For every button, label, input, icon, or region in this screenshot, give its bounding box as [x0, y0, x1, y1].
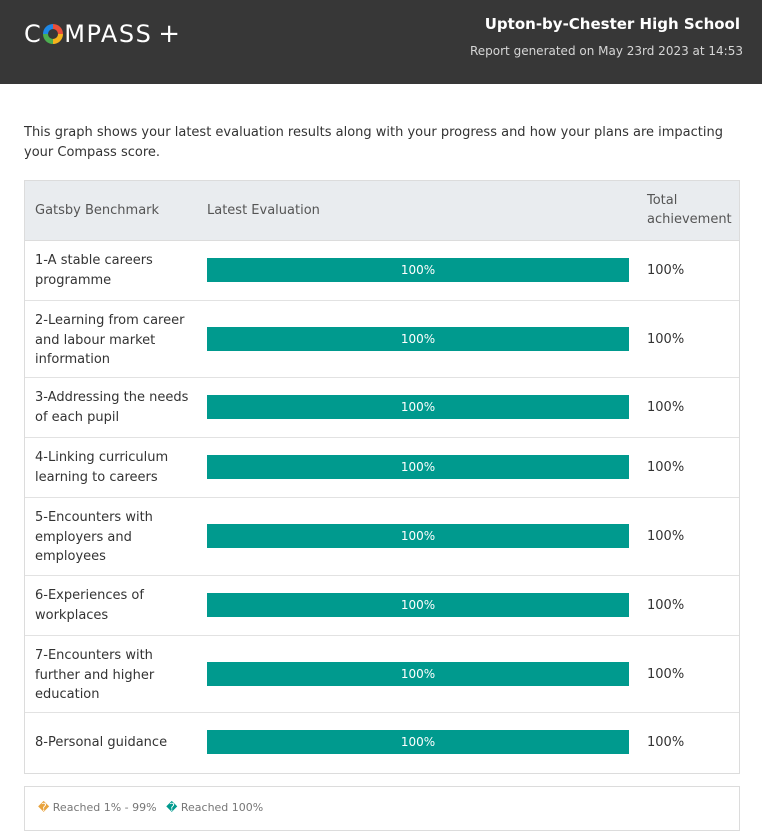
- intro-text: This graph shows your latest evaluation …: [24, 125, 723, 160]
- bar-value-label: 100%: [400, 400, 436, 414]
- legend-symbol-partial: �: [38, 801, 50, 814]
- column-header-total-achievement: Total achievement: [647, 193, 732, 227]
- legend-symbol-full: �: [166, 801, 178, 814]
- benchmark-name: 7-Encounters with further and higher edu…: [35, 648, 155, 702]
- evaluation-bar: [207, 258, 629, 282]
- benchmark-name: 3-Addressing the needs of each pupil: [35, 390, 189, 425]
- evaluation-bar-track: 100%: [207, 455, 629, 479]
- evaluation-bar: [207, 455, 629, 479]
- compass-wheel-icon: [43, 24, 64, 44]
- evaluation-bar: [207, 593, 629, 617]
- benchmark-name: 5-Encounters with employers and employee…: [35, 510, 153, 564]
- table-row: 6-Experiences of workplaces 100% 100%: [25, 576, 739, 636]
- benchmark-name: 1-A stable careers programme: [35, 253, 153, 288]
- benchmark-rows: 1-A stable careers programme 100% 100% 2-Le…: [25, 241, 739, 773]
- benchmark-name: 6-Experiences of workplaces: [35, 588, 144, 623]
- total-achievement-value: 100%: [647, 667, 685, 682]
- total-achievement-value: 100%: [647, 598, 685, 613]
- legend-label-partial: Reached 1% - 99%: [52, 801, 157, 814]
- total-achievement-value: 100%: [647, 400, 685, 415]
- table-row: 1-A stable careers programme 100% 100%: [25, 241, 739, 301]
- benchmark-table: Gatsby Benchmark Latest Evaluation Total…: [24, 180, 740, 774]
- column-header-benchmark: Gatsby Benchmark: [35, 203, 160, 218]
- table-header: Gatsby Benchmark Latest Evaluation Total…: [25, 181, 739, 241]
- legend-label-full: Reached 100%: [180, 801, 264, 814]
- benchmark-name: 2-Learning from career and labour market…: [35, 313, 185, 367]
- legend-item-partial: � Reached 1% - 99%: [38, 801, 157, 814]
- compass-logo: C MPASS +: [24, 19, 182, 49]
- table-row: 2-Learning from career and labour market…: [25, 301, 739, 378]
- evaluation-bar-track: 100%: [207, 258, 629, 282]
- bar-value-label: 100%: [400, 460, 436, 474]
- evaluation-bar-track: 100%: [207, 395, 629, 419]
- benchmark-name: 4-Linking curriculum learning to careers: [35, 450, 169, 485]
- bar-value-label: 100%: [400, 667, 436, 681]
- report-header: C MPASS + Upton-by-Chester High School Rep…: [0, 0, 762, 84]
- evaluation-bar-track: 100%: [207, 730, 629, 754]
- bar-value-label: 100%: [400, 332, 436, 346]
- bar-value-label: 100%: [400, 598, 436, 612]
- evaluation-bar-track: 100%: [207, 327, 629, 351]
- evaluation-bar: [207, 730, 629, 754]
- total-achievement-value: 100%: [647, 332, 685, 347]
- column-header-latest-evaluation: Latest Evaluation: [207, 203, 320, 218]
- total-achievement-value: 100%: [647, 263, 685, 278]
- evaluation-bar-track: 100%: [207, 524, 629, 548]
- evaluation-bar-track: 100%: [207, 662, 629, 686]
- evaluation-bar: [207, 327, 629, 351]
- bar-value-label: 100%: [400, 529, 436, 543]
- legend-item-full: � Reached 100%: [166, 801, 263, 814]
- bar-value-label: 100%: [400, 263, 436, 277]
- evaluation-bar: [207, 524, 629, 548]
- table-row: 8-Personal guidance 100% 100%: [25, 713, 739, 773]
- evaluation-bar: [207, 662, 629, 686]
- total-achievement-value: 100%: [647, 735, 685, 750]
- chart-legend: � Reached 1% - 99% � Reached 100%: [24, 786, 740, 831]
- table-row: 7-Encounters with further and higher edu…: [25, 636, 739, 713]
- table-row: 5-Encounters with employers and employee…: [25, 498, 739, 576]
- table-row: 4-Linking curriculum learning to careers…: [25, 438, 739, 498]
- evaluation-bar-track: 100%: [207, 593, 629, 617]
- report-generated-timestamp: Report generated on May 23rd 2023 at 14:…: [469, 44, 743, 58]
- table-row: 3-Addressing the needs of each pupil 100%…: [25, 378, 739, 438]
- total-achievement-value: 100%: [647, 529, 685, 544]
- benchmark-name: 8-Personal guidance: [35, 735, 168, 750]
- bar-value-label: 100%: [400, 735, 436, 749]
- school-name: Upton-by-Chester High School: [484, 15, 740, 33]
- total-achievement-value: 100%: [647, 460, 685, 475]
- evaluation-bar: [207, 395, 629, 419]
